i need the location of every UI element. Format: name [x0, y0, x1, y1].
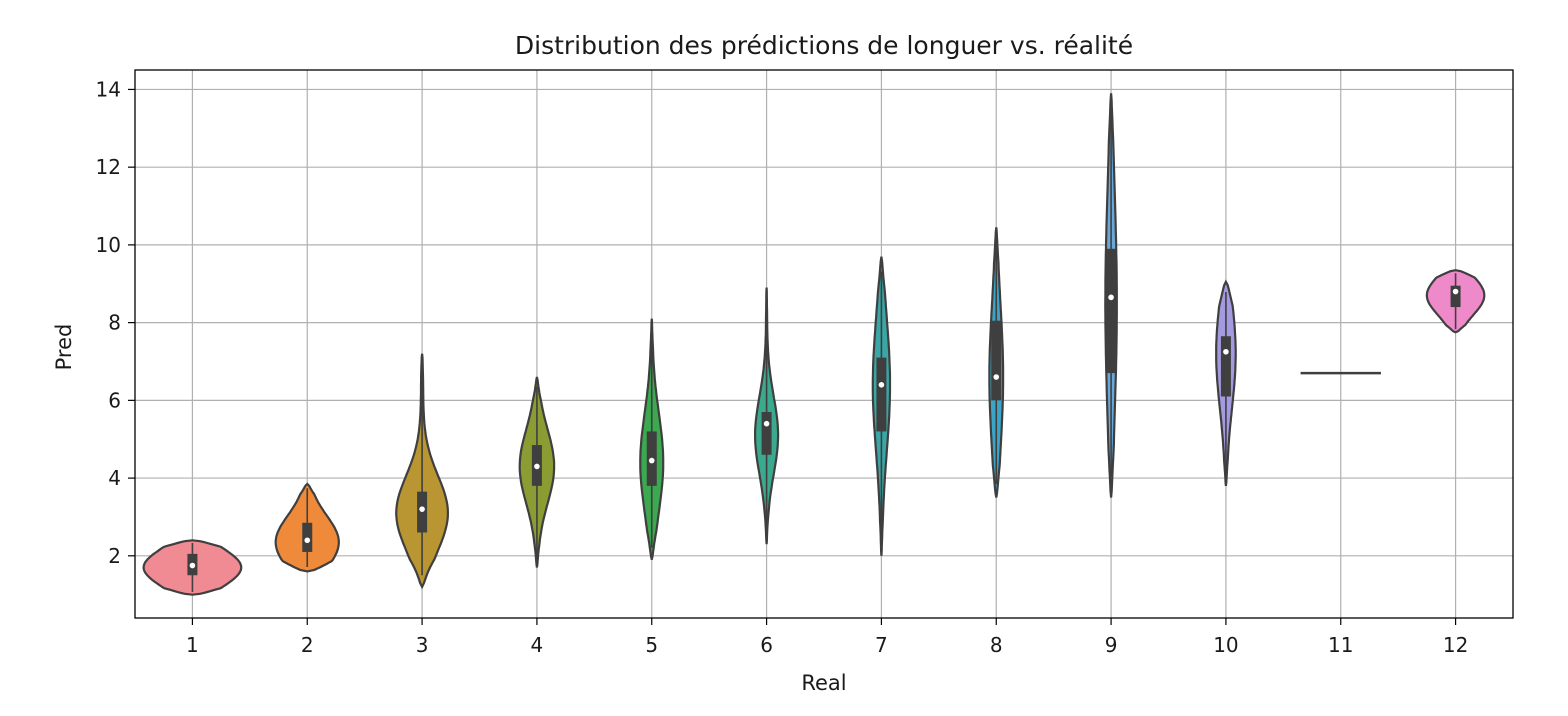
x-tick-label: 3 [416, 633, 429, 657]
x-tick-label: 4 [531, 633, 544, 657]
violin-iqr-box [1220, 336, 1231, 397]
violin-10 [1215, 279, 1237, 487]
violin-median-dot [763, 420, 770, 427]
x-tick-label: 7 [875, 633, 888, 657]
violin-median-dot [1108, 294, 1114, 301]
violin-median-dot [419, 506, 425, 512]
y-tick-label: 6 [108, 388, 121, 412]
x-tick-label: 10 [1213, 633, 1238, 657]
x-axis-label: Real [801, 671, 846, 695]
violin-2 [274, 482, 340, 573]
x-tick-label: 8 [990, 633, 1003, 657]
violin-9 [1104, 93, 1118, 498]
violin-iqr-box [1450, 285, 1461, 308]
violins [142, 93, 1486, 596]
violin-median-dot [648, 457, 655, 464]
x-tick-label: 9 [1105, 633, 1118, 657]
violin-12 [1425, 269, 1486, 334]
y-tick-label: 2 [108, 544, 121, 568]
violin-median-dot [304, 537, 311, 544]
violin-median-dot [993, 374, 1000, 380]
violin-3 [395, 353, 450, 590]
y-axis-ticks: 2 4 6 8 10 12 14 [96, 77, 135, 568]
violin-4 [518, 376, 556, 568]
y-tick-label: 14 [96, 77, 121, 101]
x-tick-label: 11 [1328, 633, 1353, 657]
x-axis-ticks: 1 2 3 4 5 6 7 8 9 10 11 12 [186, 618, 1468, 657]
plot-frame [134, 69, 1514, 619]
y-tick-label: 10 [96, 233, 121, 257]
x-tick-label: 5 [645, 633, 658, 657]
x-tick-label: 1 [186, 633, 199, 657]
violin-median-dot [189, 562, 196, 569]
x-tick-label: 2 [301, 633, 314, 657]
violin-5 [639, 318, 665, 560]
violin-8 [988, 227, 1005, 498]
y-tick-label: 8 [108, 311, 121, 335]
x-tick-label: 12 [1443, 633, 1468, 657]
violin-median-dot [534, 463, 540, 470]
violin-iqr-box [991, 320, 1002, 401]
violin-median-dot [878, 382, 885, 388]
violin-7 [871, 256, 892, 556]
violin-6 [754, 287, 780, 545]
chart-title: Distribution des prédictions de longuer … [515, 31, 1133, 60]
grid-lines [135, 70, 1513, 618]
violin-median-dot [1452, 288, 1459, 295]
violin-iqr-box [761, 412, 772, 455]
violin-iqr-box [302, 522, 313, 552]
violin-1 [142, 539, 243, 596]
violin-iqr-box [417, 491, 428, 533]
violin-median-dot [1223, 348, 1229, 355]
y-tick-label: 4 [108, 466, 121, 490]
violin-iqr-box [1106, 248, 1117, 374]
x-tick-label: 6 [760, 633, 773, 657]
y-axis-label: Pred [52, 324, 76, 371]
y-tick-label: 12 [96, 155, 121, 179]
violin-iqr-box [876, 357, 887, 432]
